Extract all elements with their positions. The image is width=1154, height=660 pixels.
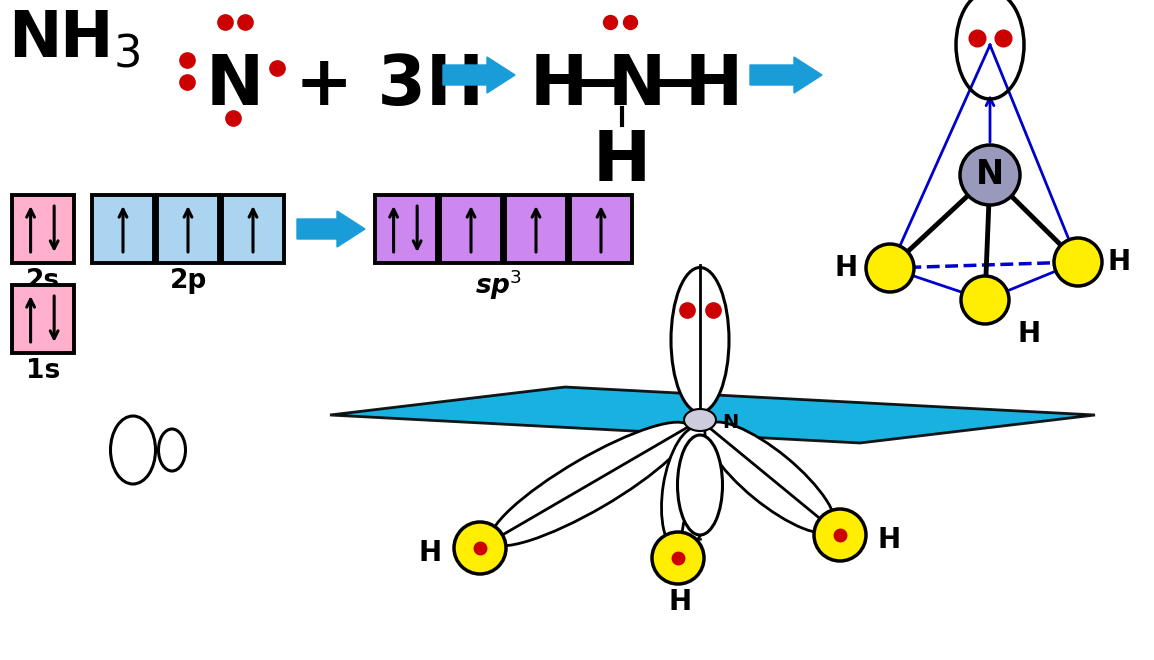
FancyBboxPatch shape xyxy=(92,195,153,263)
Text: 2s: 2s xyxy=(25,268,60,294)
FancyBboxPatch shape xyxy=(12,285,74,353)
Text: N: N xyxy=(205,52,264,119)
Text: N: N xyxy=(722,412,739,432)
Polygon shape xyxy=(330,387,1095,443)
FancyBboxPatch shape xyxy=(570,195,632,263)
Text: NH$_3$: NH$_3$ xyxy=(8,8,141,70)
Text: H: H xyxy=(1017,320,1040,348)
Ellipse shape xyxy=(684,409,715,431)
Text: N: N xyxy=(608,52,666,119)
Ellipse shape xyxy=(705,422,835,533)
Circle shape xyxy=(814,509,866,561)
Circle shape xyxy=(652,532,704,584)
Circle shape xyxy=(866,244,914,292)
Text: H: H xyxy=(530,52,589,119)
FancyArrow shape xyxy=(297,211,365,247)
Text: −: − xyxy=(650,52,709,119)
Text: N: N xyxy=(976,158,1004,191)
Circle shape xyxy=(454,522,505,574)
FancyBboxPatch shape xyxy=(505,195,567,263)
Text: H: H xyxy=(834,254,859,282)
Circle shape xyxy=(1054,238,1102,286)
Text: −: − xyxy=(574,52,631,119)
Ellipse shape xyxy=(661,427,717,551)
Ellipse shape xyxy=(490,422,690,546)
Text: H: H xyxy=(685,52,743,119)
FancyBboxPatch shape xyxy=(222,195,284,263)
Text: H: H xyxy=(419,539,442,567)
FancyBboxPatch shape xyxy=(375,195,437,263)
Ellipse shape xyxy=(670,267,729,412)
FancyBboxPatch shape xyxy=(440,195,502,263)
Text: sp$^3$: sp$^3$ xyxy=(475,268,522,302)
Text: H: H xyxy=(878,526,901,554)
FancyBboxPatch shape xyxy=(12,195,74,263)
Text: + 3H: + 3H xyxy=(295,52,484,119)
Circle shape xyxy=(960,145,1020,205)
FancyArrow shape xyxy=(443,57,515,93)
Text: 2p: 2p xyxy=(170,268,207,294)
Text: H: H xyxy=(1108,248,1131,276)
Text: H: H xyxy=(668,588,691,616)
Ellipse shape xyxy=(677,435,722,535)
Text: H: H xyxy=(593,128,651,195)
Text: 1s: 1s xyxy=(25,358,60,384)
Circle shape xyxy=(961,276,1009,324)
FancyBboxPatch shape xyxy=(157,195,219,263)
FancyArrow shape xyxy=(750,57,822,93)
